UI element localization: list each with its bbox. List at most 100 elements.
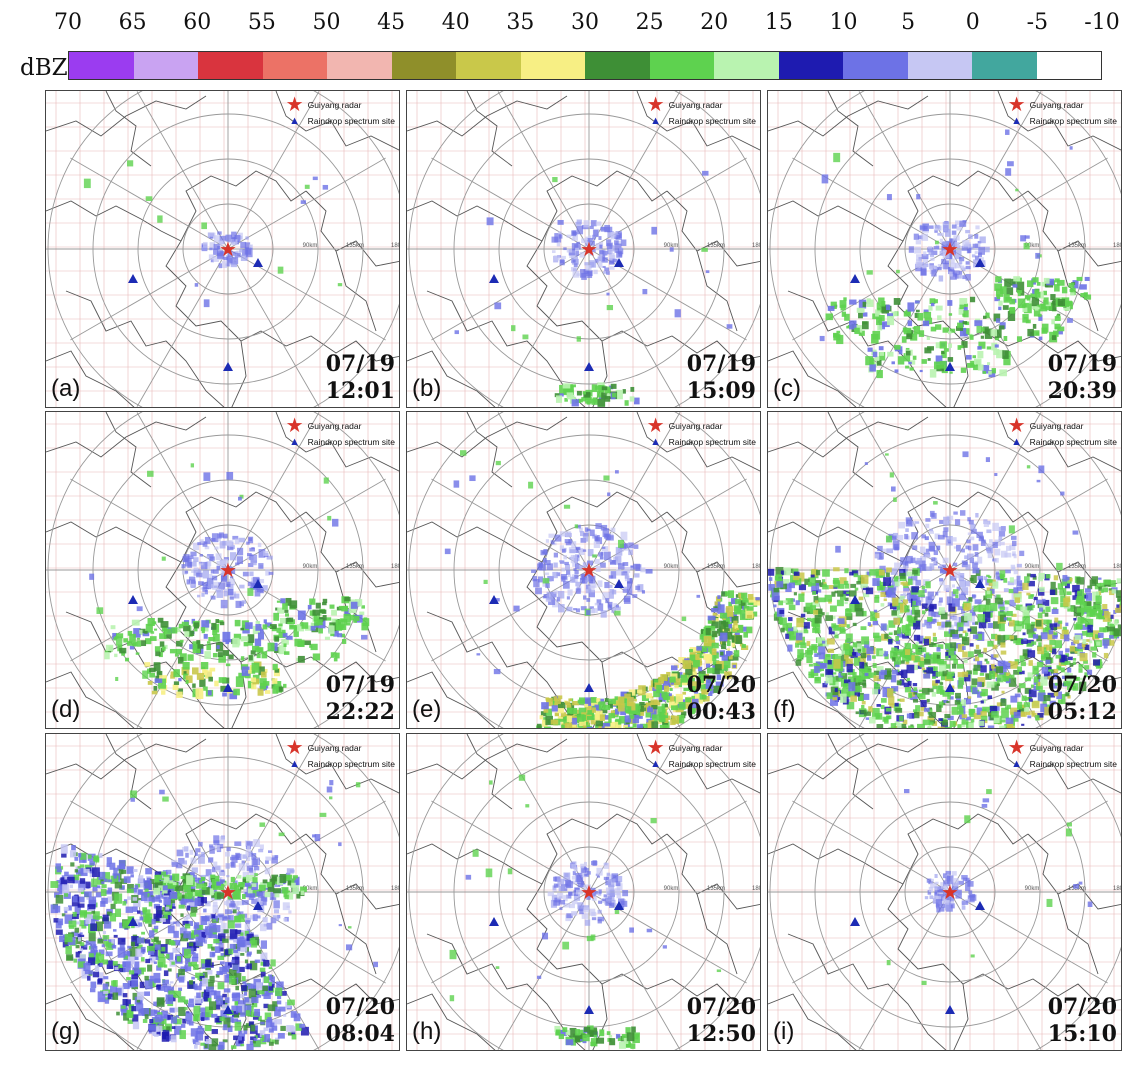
range-ring-label: 90km (1025, 564, 1040, 570)
site-triangle-icon: ▲ (1011, 435, 1023, 448)
radar-panel: 90km135km180km★★Guiyang radar▲Raindrop s… (767, 733, 1122, 1051)
range-ring-label: 135km (346, 886, 364, 892)
colorbar-swatch (69, 52, 134, 79)
range-ring-label: 180km (752, 886, 761, 892)
range-rings (407, 91, 760, 407)
raindrop-site-triangle-icon (614, 258, 624, 267)
range-ring-label: 135km (1068, 886, 1086, 892)
radar-star-icon: ★ (285, 415, 304, 437)
raindrop-site-triangle-icon (614, 579, 624, 588)
colorbar-tick-label: 15 (764, 10, 793, 35)
range-ring-label: 135km (707, 564, 725, 570)
range-ring-label: 135km (346, 564, 364, 570)
raindrop-site-triangle-icon (850, 917, 860, 926)
radar-echoes (819, 129, 1092, 379)
colorbar-swatch (972, 52, 1037, 79)
legend-radar-label: Guiyang radar (668, 99, 723, 110)
range-rings (768, 734, 1121, 1050)
colorbar-swatch (327, 52, 392, 79)
radar-star-icon: ★ (1007, 415, 1026, 437)
raindrop-site-triangle-icon (489, 917, 499, 926)
raindrop-site-triangle-icon (489, 595, 499, 604)
radar-echoes (449, 774, 722, 1049)
radar-echoes (83, 160, 343, 308)
radar-star-icon: ★ (285, 737, 304, 759)
panel-label: (h) (412, 1018, 442, 1045)
raindrop-site-triangle-icon (253, 258, 263, 267)
legend-site-label: Raindrop spectrum site (1029, 436, 1117, 447)
panel-date: 07/19 (325, 672, 395, 698)
colorbar-tick-label: 65 (118, 10, 147, 35)
panel-label: (g) (51, 1018, 81, 1045)
panel-time: 00:43 (686, 699, 756, 725)
panel-legend: ★ Guiyang radar ▲ Raindrop spectrum site (282, 415, 395, 450)
colorbar-tick-label: -5 (1026, 10, 1049, 35)
raindrop-site-triangle-icon (584, 1005, 594, 1014)
raindrop-site-triangle-icon (614, 901, 624, 910)
range-ring-label: 180km (752, 564, 761, 570)
radar-map: 90km 135km 180km ★ (768, 91, 1121, 407)
legend-site-label: Raindrop spectrum site (307, 436, 395, 447)
colorbar-tick-label: -10 (1084, 10, 1120, 35)
radar-star-icon: ★ (941, 558, 959, 582)
colorbar-tick-labels: 70 65 60 55 50 45 40 35 30 25 20 15 10 5 0 -5 -10 (40, 10, 1120, 44)
radar-star-icon: ★ (285, 94, 304, 116)
province-boundaries (768, 91, 1121, 407)
radar-map: 90km 135km 180km ★ (768, 412, 1121, 728)
raindrop-site-triangle-icon (128, 274, 138, 283)
radar-panel: 90km135km180km★★Guiyang radar▲Raindrop s… (406, 90, 761, 408)
colorbar-tick-label: 25 (635, 10, 664, 35)
range-ring-label: 90km (664, 886, 679, 892)
raindrop-site-triangle-icon (945, 362, 955, 371)
raindrop-site-triangle-icon (584, 683, 594, 692)
panel-time: 08:04 (325, 1021, 395, 1047)
raindrop-site-triangle-icon (945, 1005, 955, 1014)
legend-radar-label: Guiyang radar (668, 742, 723, 753)
colorbar-unit-label: dBZ (20, 55, 68, 81)
radar-star-icon: ★ (580, 237, 598, 261)
colorbar-tick-label: 10 (829, 10, 858, 35)
range-ring-label: 180km (391, 564, 400, 570)
site-triangle-icon: ▲ (650, 114, 662, 127)
reflectivity-colorbar (68, 51, 1102, 80)
panel-time: 15:10 (1047, 1021, 1117, 1047)
site-triangle-icon: ▲ (650, 435, 662, 448)
colorbar-swatch (907, 52, 972, 79)
radar-star-icon: ★ (219, 880, 237, 904)
panel-label: (i) (773, 1018, 795, 1045)
site-triangle-icon: ▲ (650, 757, 662, 770)
panel-date: 07/20 (1047, 672, 1117, 698)
range-ring-label: 90km (664, 564, 679, 570)
radar-echoes (886, 789, 1093, 986)
raindrop-site-triangle-icon (584, 362, 594, 371)
colorbar-swatch (778, 52, 843, 79)
province-boundaries (407, 734, 760, 1050)
legend-site-label: Raindrop spectrum site (1029, 758, 1117, 769)
radar-star-icon: ★ (219, 237, 237, 261)
panel-label: (e) (412, 696, 442, 723)
panel-label: (f) (773, 696, 796, 723)
panel-legend: ★ Guiyang radar ▲ Raindrop spectrum site (643, 94, 756, 129)
raindrop-site-triangle-icon (975, 901, 985, 910)
legend-radar-label: Guiyang radar (668, 420, 723, 431)
panel-time: 20:39 (1047, 378, 1117, 404)
colorbar-tick-label: 55 (247, 10, 276, 35)
radar-echoes (768, 451, 1121, 728)
panel-time: 12:01 (325, 378, 395, 404)
panel-legend: ★ Guiyang radar ▲ Raindrop spectrum site (1004, 738, 1117, 772)
colorbar-swatch (198, 52, 263, 79)
legend-radar-label: Guiyang radar (307, 420, 362, 431)
colorbar-tick-label: 35 (506, 10, 535, 35)
raindrop-site-triangle-icon (128, 917, 138, 926)
radar-map: 90km 135km 180km ★ (46, 412, 400, 728)
panel-date: 07/20 (1047, 994, 1117, 1020)
colorbar-swatch (520, 52, 585, 79)
radar-panel: 90km135km180km★★Guiyang radar▲Raindrop s… (45, 733, 400, 1051)
legend-radar-label: Guiyang radar (1029, 99, 1084, 110)
range-ring-label: 90km (303, 243, 318, 249)
radar-star-icon: ★ (646, 94, 665, 116)
radar-star-icon: ★ (941, 237, 959, 261)
site-triangle-icon: ▲ (289, 757, 301, 770)
radar-echoes (89, 463, 370, 700)
panel-label: (c) (773, 375, 801, 402)
